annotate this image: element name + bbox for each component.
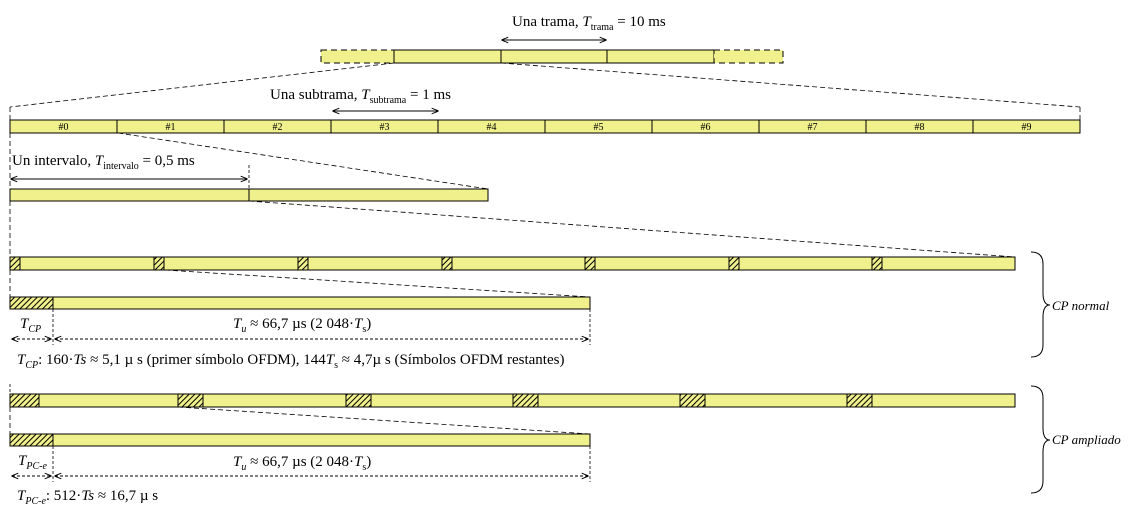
frame-segment <box>500 49 608 64</box>
zoom-lines-frame <box>9 62 1081 120</box>
subframe-index-label: #5 <box>594 122 604 133</box>
zoom-lines-slot-normal <box>9 200 1016 258</box>
subframe-index-label: #2 <box>273 122 283 133</box>
zoom-lines-normal-symbol <box>9 269 591 298</box>
frame-prev-dashed <box>320 49 395 64</box>
normal-cp-segment <box>9 296 54 310</box>
cyclic-prefix-mark <box>871 256 883 271</box>
zoom-lines-subframe <box>9 132 489 190</box>
normal-cp-brace <box>1030 251 1051 358</box>
normal-tu-label: Tu ≈ 66,7 µs (2 048·Ts) <box>233 316 371 335</box>
subframe-index-label: #1 <box>166 122 176 133</box>
zoom-lines-extended-symbol <box>9 406 591 435</box>
extended-cp-label: TPC-e <box>18 453 47 472</box>
subframe-index-label: #6 <box>701 122 711 133</box>
extended-cp-note: TPC-e: 512·Ts ≈ 16,7 µ s <box>17 488 158 507</box>
slot-1 <box>248 188 489 202</box>
cyclic-prefix-mark <box>9 393 40 408</box>
frame-segment <box>393 49 502 64</box>
normal-cp-label: TCP <box>20 316 41 335</box>
extended-cp-group-label: CP ampliado <box>1052 432 1121 447</box>
cyclic-prefix-mark <box>153 256 165 271</box>
cyclic-prefix-mark <box>9 256 21 271</box>
subframe-index-label: #3 <box>380 122 390 133</box>
slot-0 <box>9 188 250 202</box>
extended-cp-symbol-row <box>9 393 1016 408</box>
normal-useful-segment <box>52 296 591 310</box>
cyclic-prefix-mark <box>584 256 596 271</box>
normal-cp-group-label: CP normal <box>1052 298 1110 313</box>
frame-row <box>320 49 784 64</box>
subframe-row: #0 #1 #2 #3 #4 #5 #6 #7 #8 #9 <box>9 119 1081 134</box>
extended-cp-brace <box>1030 385 1051 494</box>
subframe-index-label: #7 <box>808 122 818 133</box>
cyclic-prefix-mark <box>345 393 372 408</box>
frame-label: Una trama, Ttrama = 10 ms <box>512 14 666 33</box>
cyclic-prefix-mark <box>441 256 453 271</box>
cyclic-prefix-mark <box>512 393 539 408</box>
subframe-index-label: #9 <box>1022 122 1032 133</box>
subframe-index-label: #4 <box>487 122 497 133</box>
cyclic-prefix-mark <box>846 393 873 408</box>
cyclic-prefix-mark <box>728 256 740 271</box>
cyclic-prefix-mark <box>177 393 204 408</box>
slot-label: Un intervalo, Tintervalo = 0,5 ms <box>12 153 195 172</box>
subframe-cell <box>972 119 1081 134</box>
cyclic-prefix-mark <box>297 256 309 271</box>
subframe-index-label: #8 <box>915 122 925 133</box>
normal-cp-symbol-row <box>9 256 1016 271</box>
extended-cp-segment <box>9 433 54 447</box>
subframe-label: Una subtrama, Tsubtrama = 1 ms <box>270 87 451 106</box>
cyclic-prefix-mark <box>679 393 706 408</box>
extended-tu-label: Tu ≈ 66,7 µs (2 048·Ts) <box>233 454 371 473</box>
frame-segment <box>606 49 715 64</box>
frame-next-dashed <box>713 49 784 64</box>
extended-useful-segment <box>52 433 591 447</box>
normal-cp-note: TCP: 160·Ts ≈ 5,1 µ s (primer símbolo OF… <box>17 352 564 371</box>
subframe-index-label: #0 <box>59 122 69 133</box>
